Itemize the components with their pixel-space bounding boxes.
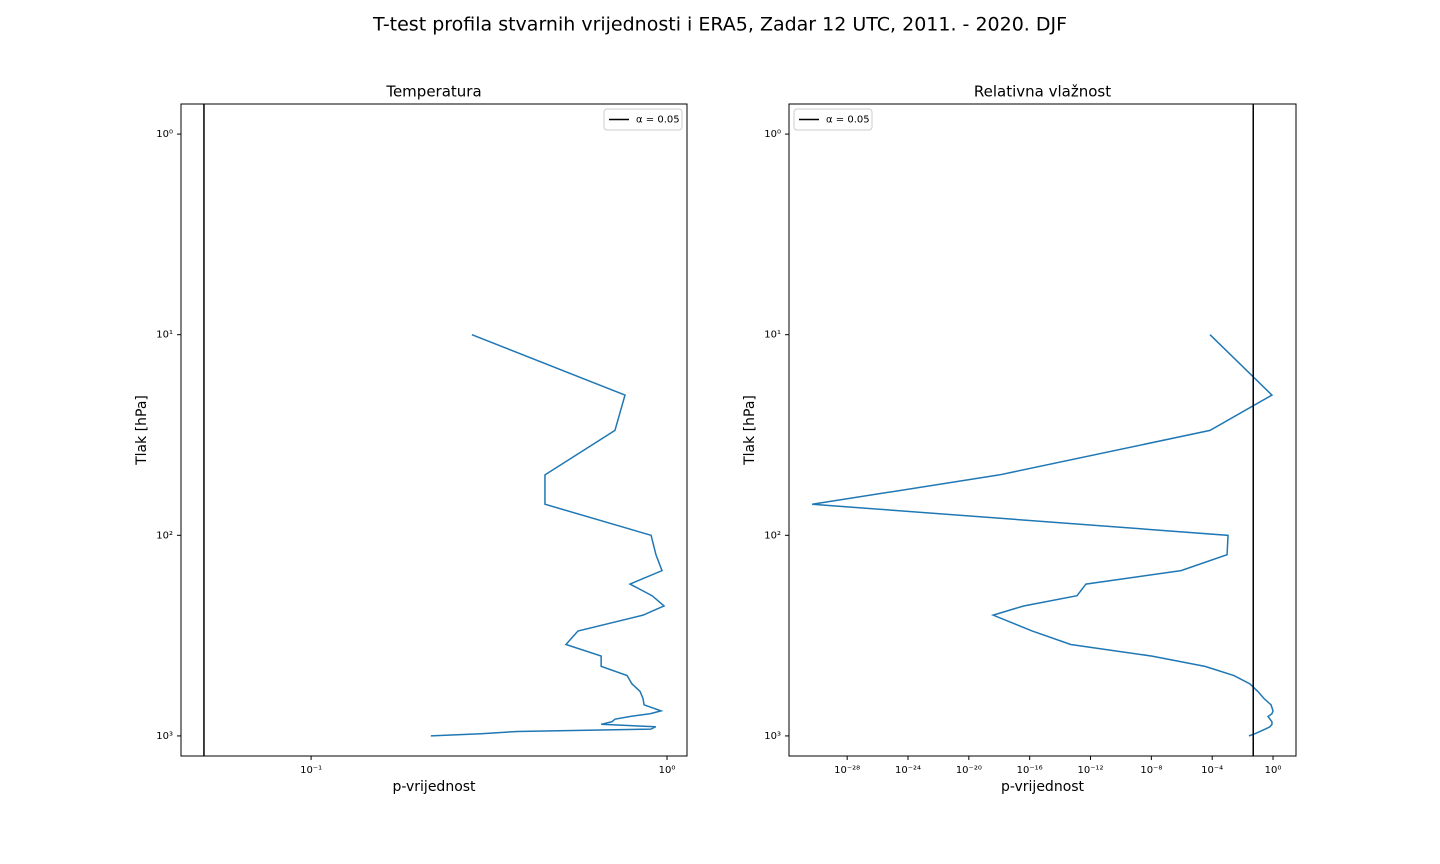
x-tick-label: 10⁻¹: [300, 765, 322, 776]
x-tick-label: 10⁻⁴: [1201, 765, 1223, 776]
x-tick-label: 10⁻¹²: [1077, 765, 1103, 776]
y-tick-label: 10³: [764, 731, 781, 742]
x-axis-label: p-vrijednost: [392, 779, 476, 795]
figure-title: T-test profila stvarnih vrijednosti i ER…: [372, 14, 1067, 36]
y-tick-label: 10⁰: [764, 129, 781, 140]
x-tick-label: 10⁻²⁰: [956, 765, 982, 776]
y-tick-label: 10¹: [764, 330, 781, 341]
x-tick-label: 10⁻⁸: [1140, 765, 1162, 776]
legend-label: α = 0.05: [826, 115, 870, 126]
legend: α = 0.05: [603, 108, 683, 131]
y-tick-label: 10²: [156, 530, 173, 541]
y-tick-label: 10⁰: [156, 129, 173, 140]
subplot-title: Relativna vlažnost: [974, 83, 1111, 101]
y-tick-label: 10²: [764, 530, 781, 541]
subplot-title: Temperatura: [385, 83, 481, 101]
x-tick-label: 10⁰: [1265, 765, 1282, 776]
subplot: Relativna vlažnost p-vrijednost Tlak [hPa]…: [742, 83, 1297, 795]
axes-frame: [788, 103, 1297, 757]
x-tick-label: 10⁻²⁸: [834, 765, 860, 776]
x-axis-label: p-vrijednost: [1001, 779, 1085, 795]
legend-box: [793, 108, 873, 131]
y-tick-label: 10¹: [156, 330, 173, 341]
data-line: [430, 334, 666, 737]
x-tick-label: 10⁻¹⁶: [1017, 765, 1043, 776]
legend-box: [603, 108, 683, 131]
y-axis-label: Tlak [hPa]: [134, 395, 150, 466]
legend: α = 0.05: [793, 108, 873, 131]
legend-label: α = 0.05: [636, 115, 680, 126]
axes-frame: [180, 103, 688, 757]
x-tick-label: 10⁻²⁴: [895, 765, 921, 776]
data-line: [812, 334, 1274, 737]
y-axis-label: Tlak [hPa]: [742, 395, 758, 466]
subplot: Temperatura p-vrijednost Tlak [hPa] 10⁻¹ 10⁰…: [134, 83, 688, 795]
y-tick-label: 10³: [156, 731, 173, 742]
x-tick-label: 10⁰: [659, 765, 676, 776]
